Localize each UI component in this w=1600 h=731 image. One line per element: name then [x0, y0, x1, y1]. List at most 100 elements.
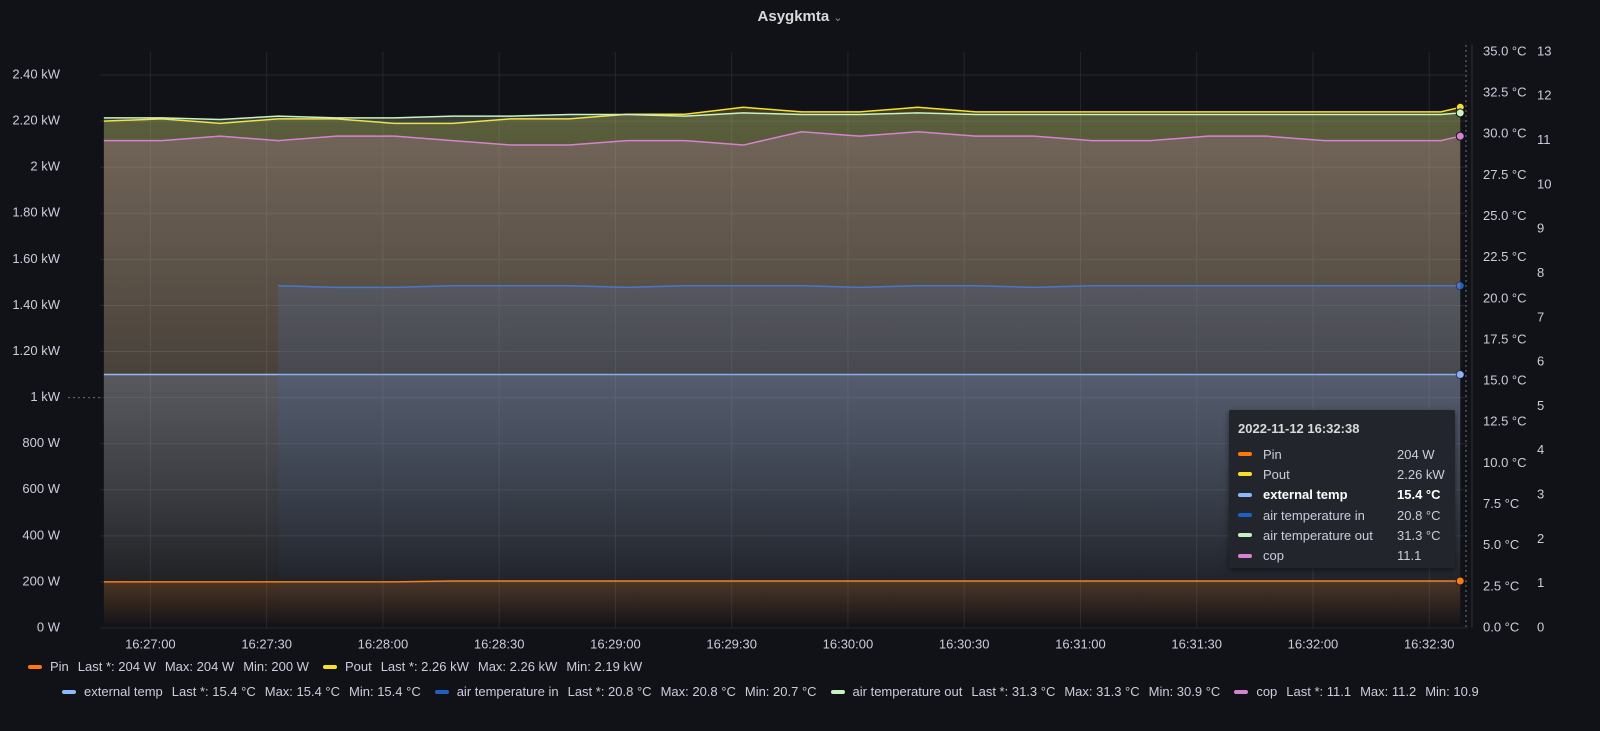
y2-tick-label: 15.0 °C [1483, 373, 1527, 388]
x-tick-label: 16:29:00 [590, 636, 641, 651]
y3-tick-label: 12 [1537, 88, 1551, 103]
area-fill [103, 131, 1461, 628]
legend: Pin Last *: 204 W Max: 204 W Min: 200 W Pout… [28, 659, 656, 674]
y3-tick-label: 1 [1537, 575, 1544, 590]
y2-tick-label: 5.0 °C [1483, 537, 1519, 552]
tooltip-row: air temperature in 20.8 °C [1229, 505, 1455, 525]
legend-name: Pout [344, 659, 372, 674]
y-tick-label: 0 W [37, 619, 61, 634]
y2-tick-label: 17.5 °C [1483, 331, 1527, 346]
legend: external temp Last *: 15.4 °C Max: 15.4 °C… [62, 684, 1493, 699]
tooltip-name: cop [1263, 548, 1284, 564]
legend-stat: Min: 10.9 [1425, 684, 1479, 699]
legend-item[interactable]: cop Last *: 11.1 Max: 11.2 Min: 10.9 [1234, 684, 1479, 699]
x-tick-label: 16:27:00 [125, 636, 176, 651]
y-tick-label: 1.40 kW [12, 297, 60, 312]
legend-stat: Last *: 204 W [77, 659, 156, 674]
tooltip-name: air temperature out [1263, 527, 1373, 543]
y3-tick-label: 10 [1537, 176, 1551, 191]
x-tick-label: 16:27:30 [241, 636, 292, 651]
y3-tick-label: 13 [1537, 43, 1551, 58]
y-tick-label: 2.40 kW [12, 66, 60, 81]
hover-point [1455, 131, 1465, 141]
x-tick-label: 16:31:30 [1171, 636, 1222, 651]
legend-stat: Max: 11.2 [1360, 684, 1417, 699]
y2-tick-label: 30.0 °C [1483, 126, 1527, 141]
tooltip-row: cop 11.1 [1229, 545, 1455, 565]
y2-tick-label: 20.0 °C [1483, 290, 1527, 305]
tooltip-row: Pin 204 W [1229, 444, 1455, 464]
legend-item[interactable]: air temperature out Last *: 31.3 °C Max: 3… [830, 684, 1221, 699]
y3-tick-label: 7 [1537, 309, 1544, 324]
tooltip-swatch [1238, 513, 1252, 518]
tooltip-value: 15.4 °C [1397, 487, 1441, 503]
tooltip-name: air temperature in [1263, 507, 1365, 523]
y2-tick-label: 22.5 °C [1483, 249, 1527, 264]
y2-tick-label: 0.0 °C [1483, 619, 1519, 634]
tooltip-value: 11.1 [1397, 548, 1422, 564]
legend-stat: Min: 2.19 kW [566, 659, 643, 674]
legend-item[interactable]: Pout Last *: 2.26 kW Max: 2.26 kW Min: 2.19… [322, 659, 643, 674]
title-chevron[interactable]: ⌄ [833, 12, 843, 24]
y3-tick-label: 0 [1537, 619, 1544, 634]
y2-tick-label: 32.5 °C [1483, 85, 1527, 100]
y-tick-label: 1.20 kW [12, 343, 60, 358]
y3-tick-label: 9 [1537, 221, 1544, 236]
legend-stat: Min: 30.9 °C [1148, 684, 1221, 699]
y3-tick-label: 8 [1537, 265, 1544, 280]
legend-item[interactable]: external temp Last *: 15.4 °C Max: 15.4 °C… [62, 684, 421, 699]
y3-tick-label: 2 [1537, 531, 1544, 546]
legend-stat: Min: 20.7 °C [744, 684, 817, 699]
tooltip-swatch [1238, 472, 1252, 477]
tooltip-row: Pout 2.26 kW [1229, 464, 1455, 484]
tooltip-swatch [1238, 533, 1252, 538]
y-tick-label: 1.60 kW [12, 251, 60, 266]
tooltip-value: 204 W [1397, 446, 1435, 462]
y2-tick-label: 10.0 °C [1483, 455, 1527, 470]
legend-stat: Last *: 31.3 °C [971, 684, 1056, 699]
y3-tick-label: 4 [1537, 442, 1544, 457]
legend-item[interactable]: Pin Last *: 204 W Max: 204 W Min: 200 W [28, 659, 309, 674]
y3-tick-label: 11 [1537, 132, 1551, 147]
legend-stat: Max: 204 W [164, 659, 235, 674]
legend-swatch [28, 664, 42, 669]
legend-swatch [62, 689, 76, 694]
legend-swatch [830, 689, 845, 694]
tooltip-name: Pin [1263, 446, 1282, 462]
tooltip-value: 20.8 °C [1397, 507, 1441, 523]
legend-name: air temperature out [852, 684, 963, 699]
y2-tick-label: 7.5 °C [1483, 496, 1519, 511]
y-tick-label: 800 W [22, 435, 60, 450]
y-tick-label: 200 W [22, 573, 60, 588]
x-tick-label: 16:28:00 [358, 636, 409, 651]
y-tick-label: 400 W [22, 527, 60, 542]
x-tick-label: 16:28:30 [474, 636, 525, 651]
x-tick-label: 16:29:30 [706, 636, 757, 651]
x-tick-label: 16:31:00 [1055, 636, 1106, 651]
legend-stat: Last *: 15.4 °C [171, 684, 256, 699]
tooltip-name: external temp [1263, 487, 1348, 503]
legend-name: Pin [50, 659, 69, 674]
panel-title[interactable]: Asygkmta ⌄ [0, 8, 1600, 25]
series-line [103, 112, 1461, 121]
tooltip-swatch [1238, 452, 1252, 457]
tooltip-swatch [1238, 553, 1252, 558]
y2-tick-label: 35.0 °C [1483, 43, 1527, 58]
y3-tick-label: 3 [1537, 487, 1544, 502]
legend-name: external temp [84, 684, 163, 699]
tooltip-name: Pout [1263, 466, 1290, 482]
x-tick-label: 16:30:00 [823, 636, 874, 651]
tooltip: 2022-11-12 16:32:38 Pin 204 W Pout 2.26 kW e… [1229, 410, 1455, 568]
legend-stat: Last *: 2.26 kW [380, 659, 469, 674]
legend-swatch [322, 664, 337, 669]
tooltip-value: 31.3 °C [1397, 527, 1441, 543]
x-tick-label: 16:32:30 [1404, 636, 1455, 651]
x-tick-label: 16:32:00 [1288, 636, 1339, 651]
x-tick-label: 16:30:30 [939, 636, 990, 651]
legend-item[interactable]: air temperature in Last *: 20.8 °C Max: 20… [434, 684, 817, 699]
y2-tick-label: 25.0 °C [1483, 208, 1527, 223]
panel-title-text[interactable]: Asygkmta [757, 8, 830, 25]
tooltip-value: 2.26 kW [1397, 466, 1445, 482]
